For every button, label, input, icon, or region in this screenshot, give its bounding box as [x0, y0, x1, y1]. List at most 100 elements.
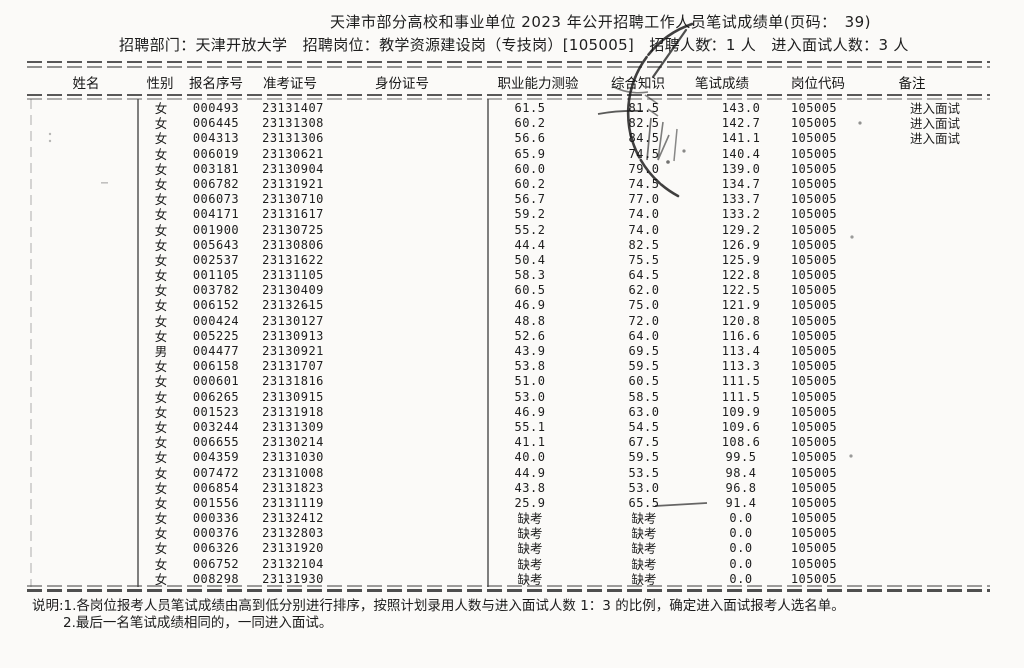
cell-name — [36, 435, 136, 450]
cell-knowledge-score: 62.0 — [628, 283, 660, 298]
cell-total-score: 113.4 — [721, 344, 761, 358]
cell-reg-no: 004477 — [192, 344, 240, 358]
cell-post-code: 105005 — [790, 252, 838, 267]
cell-total-score: 91.4 — [725, 495, 757, 510]
table-row: 女 004359 23131030 40.0 59.5 99.5 105005 — [0, 450, 1024, 465]
table-row: 女 007472 23131008 44.9 53.5 98.4 105005 — [0, 466, 1024, 481]
cell-gender: 女 — [154, 359, 168, 375]
cell-ticket-no: 23131823 — [262, 480, 324, 495]
cell-name — [36, 238, 136, 253]
cell-aptitude-score: 55.2 — [514, 222, 546, 237]
cell-name — [36, 359, 136, 374]
cell-name — [36, 374, 136, 389]
cell-post-code: 105005 — [790, 359, 838, 374]
cell-reg-no: 004313 — [192, 131, 240, 146]
cell-gender: 女 — [154, 526, 168, 542]
cell-remark — [878, 526, 992, 541]
cell-name — [36, 450, 136, 465]
cell-ticket-no: 23130710 — [262, 192, 324, 207]
cell-total-score: 111.5 — [721, 389, 761, 404]
cell-remark — [878, 298, 992, 313]
cell-reg-no: 005225 — [192, 328, 240, 343]
cell-post-code: 105005 — [790, 313, 838, 328]
name-column-divider — [137, 99, 139, 587]
cell-remark — [878, 420, 992, 435]
cell-remark — [878, 405, 992, 420]
cell-total-score: 0.0 — [729, 571, 753, 586]
cell-aptitude-score: 58.3 — [514, 268, 546, 283]
cell-remark — [878, 541, 992, 556]
cell-gender: 女 — [154, 571, 168, 587]
cell-gender: 女 — [154, 252, 168, 268]
cell-total-score: 120.8 — [721, 313, 761, 328]
cell-id-no — [345, 283, 460, 298]
cell-reg-no: 006445 — [192, 116, 240, 131]
table-row: 女 001523 23131918 46.9 63.0 109.9 105005 — [0, 405, 1024, 420]
cell-post-code: 105005 — [790, 161, 838, 176]
cell-id-no — [345, 268, 460, 283]
cell-post-code: 105005 — [790, 374, 838, 389]
cell-ticket-no: 23130921 — [262, 344, 324, 358]
cell-remark — [878, 283, 992, 298]
table-row: 女 006782 23131921 60.2 74.5 134.7 105005 — [0, 177, 1024, 192]
cell-id-no — [345, 116, 460, 131]
cell-name — [36, 405, 136, 420]
cell-post-code: 105005 — [790, 237, 838, 252]
cell-name — [36, 207, 136, 222]
cell-name — [36, 268, 136, 283]
cell-post-code: 105005 — [790, 526, 838, 541]
cell-ticket-no: 23131309 — [262, 419, 324, 434]
cell-reg-no: 006152 — [192, 298, 240, 313]
table-row: 女 000601 23131816 51.0 60.5 111.5 105005 — [0, 374, 1024, 389]
column-header-reg-no: 报名序号 — [189, 76, 243, 92]
cell-remark — [878, 223, 992, 238]
cell-post-code: 105005 — [790, 419, 838, 434]
cell-ticket-no: 23131306 — [262, 131, 324, 146]
cell-ticket-no: 23130904 — [262, 161, 324, 176]
cell-knowledge-score: 缺考 — [631, 526, 657, 542]
cell-aptitude-score: 56.7 — [514, 192, 546, 207]
column-header-remark: 备注 — [898, 76, 926, 92]
cell-ticket-no: 23131920 — [262, 541, 324, 556]
cell-reg-no: 007472 — [192, 465, 240, 480]
table-row: 女 006854 23131823 43.8 53.0 96.8 105005 — [0, 481, 1024, 496]
cell-aptitude-score: 43.9 — [514, 344, 546, 358]
cell-id-no — [345, 177, 460, 192]
table-row: 女 002537 23131622 50.4 75.5 125.9 105005 — [0, 253, 1024, 268]
cell-knowledge-score: 74.5 — [628, 146, 660, 161]
cell-name — [36, 101, 136, 116]
cell-gender: 女 — [154, 511, 168, 527]
cell-aptitude-score: 51.0 — [514, 374, 546, 389]
cell-gender: 女 — [154, 419, 168, 435]
cell-name — [36, 116, 136, 131]
cell-name — [36, 511, 136, 526]
cell-reg-no: 000424 — [192, 313, 240, 328]
cell-reg-no: 006158 — [192, 359, 240, 374]
cell-total-score: 111.5 — [721, 374, 761, 389]
cell-knowledge-score: 82.5 — [628, 116, 660, 131]
cell-total-score: 129.2 — [721, 222, 761, 237]
cell-remark: 进入面试 — [909, 101, 960, 116]
cell-aptitude-score: 50.4 — [514, 252, 546, 267]
cell-post-code: 105005 — [790, 404, 838, 419]
cell-ticket-no: 23130806 — [262, 237, 324, 252]
cell-remark — [878, 435, 992, 450]
table-row: 女 000493 23131407 61.5 81.5 143.0 105005 进入面试 — [0, 101, 1024, 116]
cell-ticket-no: 23131816 — [262, 374, 324, 389]
cell-knowledge-score: 60.5 — [628, 374, 660, 389]
cell-aptitude-score: 53.0 — [514, 389, 546, 404]
cell-gender: 女 — [154, 101, 168, 116]
cell-aptitude-score: 41.1 — [514, 435, 546, 450]
cell-gender: 女 — [154, 389, 168, 405]
cell-name — [36, 526, 136, 541]
cell-gender: 女 — [154, 556, 168, 572]
cell-total-score: 96.8 — [725, 480, 757, 495]
table-row: 女 006019 23130621 65.9 74.5 140.4 105005 — [0, 147, 1024, 162]
cell-reg-no: 002537 — [192, 252, 240, 267]
cell-gender: 女 — [154, 450, 168, 466]
cell-id-no — [345, 405, 460, 420]
cell-reg-no: 001556 — [192, 495, 240, 510]
cell-reg-no: 006782 — [192, 176, 240, 191]
cell-reg-no: 003244 — [192, 419, 240, 434]
column-header-aptitude-score: 职业能力测验 — [497, 76, 579, 92]
